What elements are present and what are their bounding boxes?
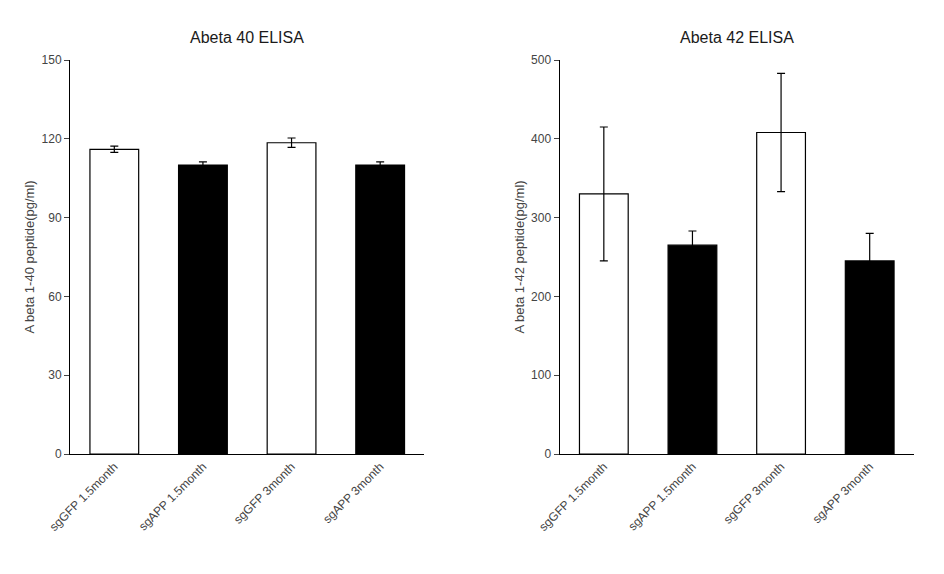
svg-text:sgAPP 1.5month: sgAPP 1.5month	[136, 460, 209, 533]
svg-text:sgGFP 1.5month: sgGFP 1.5month	[536, 460, 610, 534]
svg-text:150: 150	[42, 53, 62, 67]
svg-text:sgAPP 1.5month: sgAPP 1.5month	[625, 460, 698, 533]
svg-text:500: 500	[531, 53, 551, 67]
svg-text:Abeta 42 ELISA: Abeta 42 ELISA	[680, 29, 794, 46]
svg-text:Abeta 40 ELISA: Abeta 40 ELISA	[190, 29, 304, 46]
svg-text:sgGFP 3month: sgGFP 3month	[231, 460, 298, 527]
svg-text:90: 90	[48, 211, 62, 225]
svg-text:0: 0	[55, 447, 62, 461]
svg-text:200: 200	[531, 290, 551, 304]
svg-text:400: 400	[531, 132, 551, 146]
svg-text:sgGFP 3month: sgGFP 3month	[721, 460, 788, 527]
svg-text:sgGFP 1.5month: sgGFP 1.5month	[47, 460, 121, 534]
svg-text:sgAPP 3month: sgAPP 3month	[320, 460, 386, 526]
svg-text:120: 120	[42, 132, 62, 146]
svg-text:0: 0	[544, 447, 551, 461]
svg-text:A beta 1-42 peptide(pg/ml): A beta 1-42 peptide(pg/ml)	[512, 180, 527, 333]
svg-text:30: 30	[48, 368, 62, 382]
svg-text:A beta 1-40 peptide(pg/ml): A beta 1-40 peptide(pg/ml)	[22, 180, 37, 333]
svg-text:100: 100	[531, 368, 551, 382]
svg-text:60: 60	[48, 290, 62, 304]
svg-text:sgAPP 3month: sgAPP 3month	[810, 460, 876, 526]
svg-text:300: 300	[531, 211, 551, 225]
